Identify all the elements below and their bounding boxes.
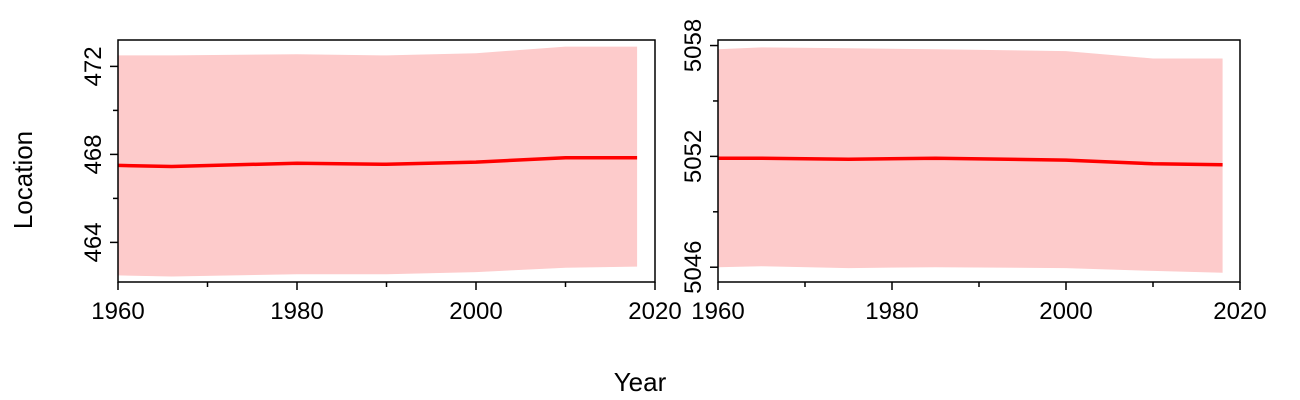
x-tick-label: 1960 (691, 298, 744, 325)
x-tick-label: 1980 (865, 298, 918, 325)
y-tick-label: 5058 (680, 19, 707, 72)
series-line (718, 156, 1223, 167)
y-tick-label: 5052 (680, 130, 707, 183)
series-line (117, 155, 638, 169)
x-tick-label: 2000 (449, 298, 502, 325)
x-axis-title: Year (614, 367, 667, 397)
x-tick-label: 1960 (91, 298, 144, 325)
confidence-band (118, 46, 638, 277)
y-tick-label: 472 (80, 46, 107, 86)
x-tick-label: 2020 (1213, 298, 1266, 325)
y-tick-label: 5046 (680, 241, 707, 294)
y-tick-label: 464 (80, 222, 107, 262)
y-axis-title: Location (8, 131, 38, 229)
x-tick-label: 1980 (270, 298, 323, 325)
x-tick-label: 2000 (1039, 298, 1092, 325)
x-tick-label: 2020 (628, 298, 681, 325)
panel-left: 1960 1980 2000 2020 464 468 472 (80, 39, 682, 325)
panel-right: 1960 1980 2000 2020 5046 5052 5058 (680, 19, 1267, 325)
y-tick-label: 468 (80, 134, 107, 174)
